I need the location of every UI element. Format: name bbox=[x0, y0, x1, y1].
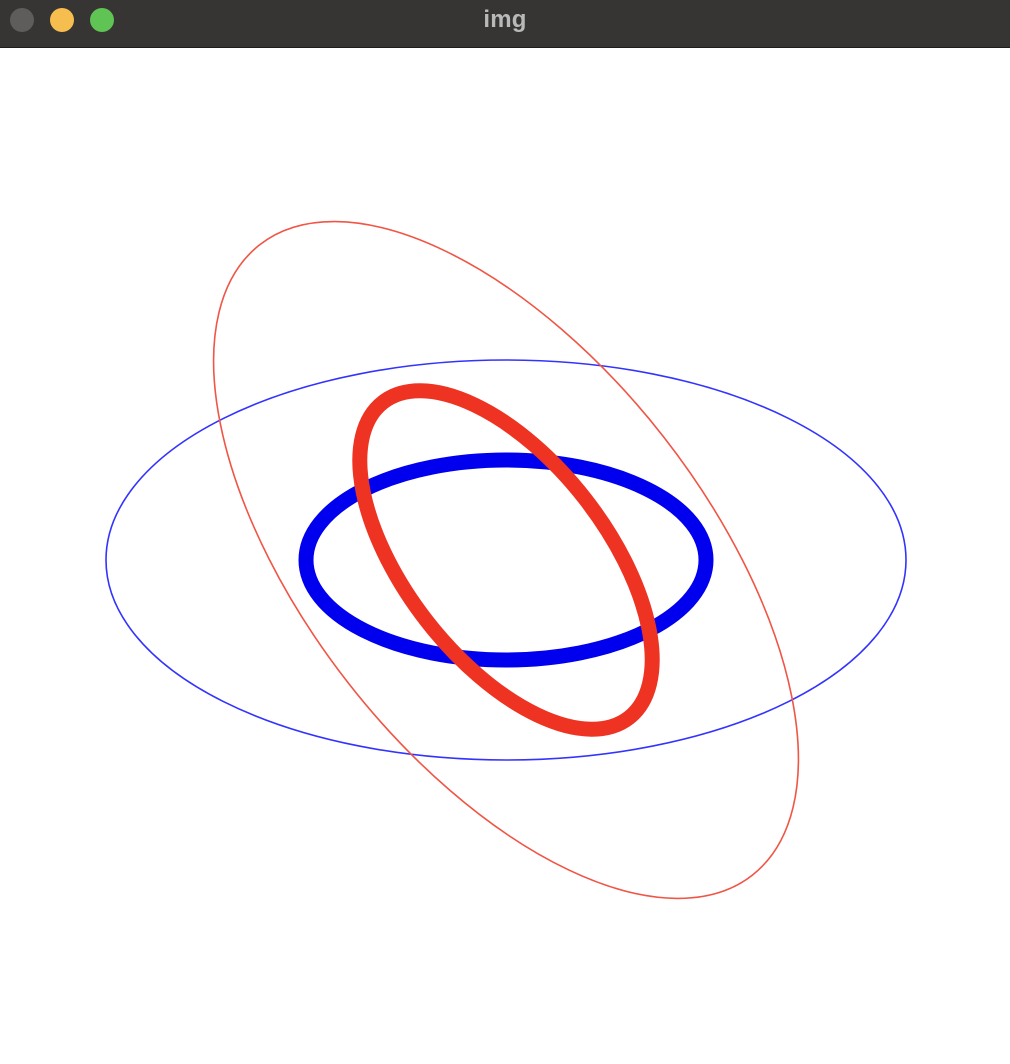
zoom-window-button[interactable] bbox=[90, 8, 114, 32]
close-window-button[interactable] bbox=[10, 8, 34, 32]
blue-ellipse-large-thin bbox=[105, 359, 907, 761]
red-ellipse-large-thin bbox=[212, 220, 800, 900]
window-titlebar[interactable]: img bbox=[0, 0, 1010, 48]
blue-ellipse-small-thick bbox=[298, 452, 714, 668]
minimize-window-button[interactable] bbox=[50, 8, 74, 32]
ellipse-drawing bbox=[0, 48, 1010, 1064]
red-ellipse-small-thick bbox=[352, 383, 660, 737]
image-canvas bbox=[0, 48, 1010, 1064]
canvas-background bbox=[0, 48, 1010, 1064]
window-title: img bbox=[483, 6, 527, 33]
